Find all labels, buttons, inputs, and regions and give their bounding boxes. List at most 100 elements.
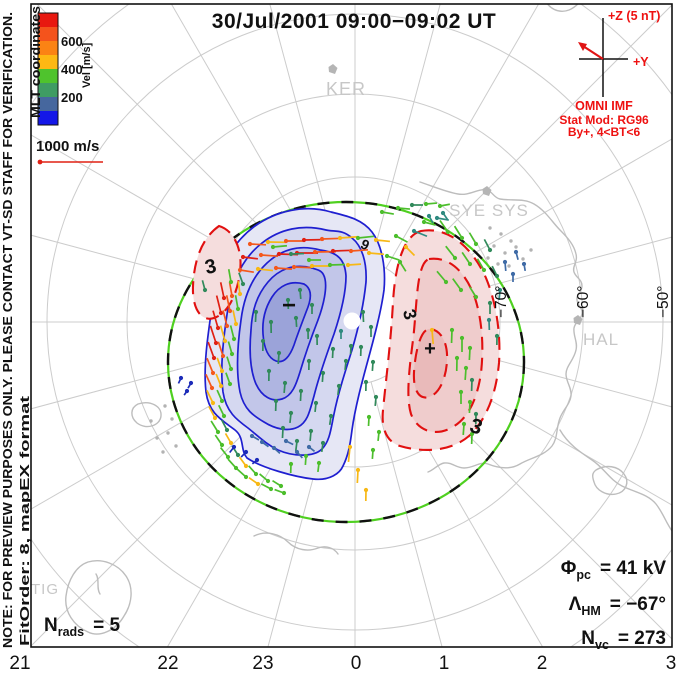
velocity-vector-dot — [273, 265, 279, 271]
velocity-vector-dot — [249, 433, 255, 439]
coastlines — [65, 4, 672, 635]
velocity-vector-tail — [413, 230, 428, 238]
velocity-vector-dot — [178, 375, 184, 381]
imf-y-label: +Y — [633, 55, 649, 69]
velocity-vector-dot — [348, 343, 354, 349]
velocity-vector-dot — [449, 327, 455, 333]
colorbar-segment — [38, 55, 58, 69]
velocity-vector-tail — [228, 282, 233, 297]
colorbar-segment — [38, 111, 58, 125]
station-icon — [328, 64, 338, 74]
velocity-vector-dot — [228, 366, 234, 372]
imf-dial — [578, 18, 628, 97]
latitude-label: −70° — [493, 286, 510, 319]
preview-note: NOTE: FOR PREVIEW PURPOSES ONLY. PLEASE … — [0, 12, 15, 648]
velocity-vector-dot — [327, 262, 333, 268]
velocity-vector-dot — [285, 297, 291, 303]
velocity-vector-dot — [283, 238, 289, 244]
velocity-vector-dot — [220, 353, 226, 359]
velocity-vector-dot — [213, 340, 219, 346]
velocity-vector-dot — [215, 325, 221, 331]
velocity-vector-tail — [208, 406, 216, 419]
scatter-dot — [149, 419, 153, 423]
velocity-vector-dot — [487, 247, 493, 253]
velocity-vector-dot — [510, 271, 516, 277]
colorbar-segment — [38, 69, 58, 83]
velocity-vector-dot — [328, 413, 334, 419]
velocity-vector-tail — [216, 357, 223, 372]
velocity-vector-dot — [458, 287, 464, 293]
velocity-vector-tail — [293, 266, 312, 269]
grid-meridian — [370, 381, 443, 647]
velocity-vector-tail — [395, 235, 408, 243]
velocity-vector-dot — [281, 490, 287, 496]
velocity-vector-tail — [206, 390, 214, 404]
imf-by-label: By+, 4<BT<6 — [568, 125, 641, 139]
velocity-vector-dot — [231, 444, 237, 450]
velocity-vector-dot — [271, 445, 277, 451]
positive-contour — [412, 327, 449, 399]
velocity-vector-dot — [291, 264, 297, 270]
velocity-vector-tail — [453, 225, 463, 239]
velocity-vector-dot — [312, 249, 318, 255]
velocity-vector-dot — [253, 471, 259, 477]
velocity-vector-dot — [294, 449, 300, 455]
velocity-vector-tail — [232, 310, 237, 325]
velocity-vector-dot — [270, 244, 276, 250]
colorbar-segment — [38, 27, 58, 41]
velocity-vector-dot — [294, 438, 300, 444]
velocity-vector-dot — [366, 414, 372, 420]
velocity-vector-tail — [215, 373, 222, 387]
velocity-vector-dot — [259, 439, 265, 445]
pole-marker — [343, 312, 361, 330]
velocity-vector-dot — [228, 440, 234, 446]
velocity-vector-dot — [219, 442, 225, 448]
scatter-dot — [486, 256, 490, 260]
mlt-hour-label: 2 — [537, 653, 548, 674]
velocity-vector-dot — [366, 250, 372, 256]
station-icon — [482, 186, 492, 196]
velocity-vector-dot — [469, 431, 475, 437]
velocity-vector-dot — [268, 486, 274, 492]
colorbar-tick-label: 200 — [61, 90, 83, 105]
velocity-vector-tail — [439, 220, 449, 233]
negative-potential-contours — [204, 207, 386, 481]
imf-vector-arrow — [582, 45, 604, 60]
velocity-vector-dot — [473, 411, 479, 417]
mlt-hour-label: 0 — [351, 653, 362, 674]
radar-count: Nrads = 5 — [44, 615, 121, 639]
velocity-vector-dot — [219, 368, 225, 374]
velocity-vector-tail — [368, 252, 385, 256]
velocity-vector-tail — [229, 325, 235, 340]
velocity-vector-dot — [276, 350, 282, 356]
velocity-vector-dot — [235, 306, 241, 312]
velocity-vector-dot — [379, 209, 385, 215]
velocity-vector-dot — [463, 365, 469, 371]
imf-model-label: Stat Mod: RG96 — [559, 113, 649, 127]
velocity-vector-tail — [436, 270, 447, 283]
velocity-vector-tail — [217, 341, 224, 357]
velocity-vector-dot — [273, 398, 279, 404]
grid-meridian — [370, 4, 441, 263]
velocity-vector-dot — [303, 453, 309, 459]
velocity-vector-dot — [283, 438, 289, 444]
velocity-vector-dot — [347, 444, 353, 450]
velocity-vector-dot — [243, 474, 249, 480]
grid-meridian — [385, 4, 540, 269]
velocity-vector-dot — [443, 279, 449, 285]
velocity-vector-tail — [375, 239, 391, 243]
scatter-dot — [499, 232, 503, 236]
velocity-vector-dot — [373, 237, 379, 243]
velocity-vector-dot — [282, 380, 288, 386]
velocity-vector-tail — [239, 269, 254, 274]
velocity-vector-tail — [347, 263, 362, 266]
coastline — [253, 532, 339, 555]
velocity-vector-dot — [254, 457, 260, 463]
velocity-vector-dot — [221, 295, 227, 301]
velocity-vector-tail — [347, 446, 351, 463]
velocity-vector-dot — [293, 315, 299, 321]
mlt-hour-label: 23 — [252, 653, 273, 674]
station-label: TIG — [31, 581, 59, 598]
velocity-vector-tail — [461, 251, 471, 265]
velocity-vector-dot — [309, 263, 315, 269]
